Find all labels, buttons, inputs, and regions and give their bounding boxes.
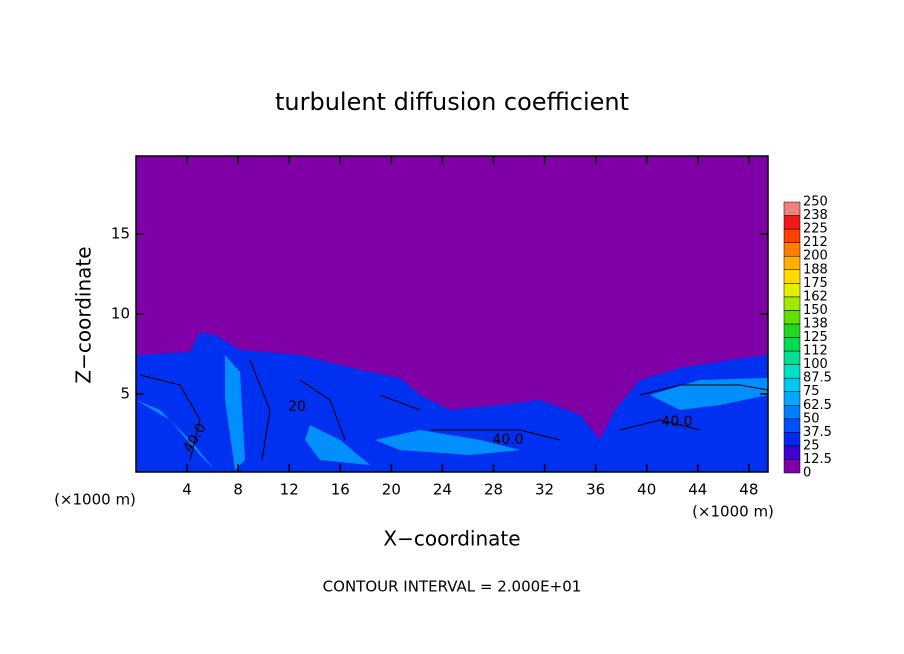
colorbar-box <box>783 459 801 474</box>
colorbar-label: 25 <box>803 438 820 453</box>
colorbar-label: 62.5 <box>803 398 832 413</box>
colorbar-label: 175 <box>803 276 828 291</box>
x-tick-label: 28 <box>484 481 503 499</box>
colorbar-box <box>783 405 801 420</box>
colorbar-box <box>783 296 801 311</box>
colorbar-box <box>783 255 801 271</box>
colorbar-label: 87.5 <box>803 371 832 386</box>
colorbar-box <box>783 364 801 379</box>
colorbar-label: 0 <box>803 466 811 481</box>
x-tick-label: 32 <box>535 481 554 499</box>
colorbar-label: 100 <box>803 357 828 372</box>
colorbar-label: 250 <box>803 195 828 210</box>
chart-title: turbulent diffusion coefficient <box>275 88 629 116</box>
x-axis-label: X−coordinate <box>383 527 520 551</box>
colorbar-box <box>783 391 801 406</box>
x-tick-label: 16 <box>331 481 350 499</box>
colorbar-label: 138 <box>803 316 828 331</box>
colorbar-box <box>783 283 801 298</box>
x-tick-label: 12 <box>280 481 299 499</box>
colorbar-label: 150 <box>803 303 828 318</box>
colorbar-label: 37.5 <box>803 425 832 440</box>
colorbar-box <box>783 269 801 284</box>
colorbar-box <box>783 337 801 352</box>
colorbar-label: 75 <box>803 384 820 399</box>
x-tick-label: 8 <box>233 481 243 499</box>
y-tick-label: 10 <box>111 305 130 323</box>
y-tick-label: 5 <box>120 385 130 403</box>
field-streak <box>136 355 768 470</box>
contour-label: 20 <box>288 399 306 415</box>
contour-line <box>139 359 769 461</box>
contour-label: 40.0 <box>661 414 692 430</box>
colorbar-box <box>783 418 801 433</box>
colorbar-box <box>783 215 801 230</box>
colorbar-label: 125 <box>803 330 828 345</box>
colorbar-label: 12.5 <box>803 452 832 467</box>
colorbar-box <box>783 201 801 216</box>
x-tick-label: 40 <box>637 481 656 499</box>
x-tick-label: 24 <box>433 481 452 499</box>
colorbar-box <box>783 323 801 338</box>
y-axis-label: Z−coordinate <box>72 246 96 383</box>
y-tick-label: 15 <box>111 225 130 243</box>
colorbar-box <box>783 310 801 325</box>
x-tick-label: 36 <box>586 481 605 499</box>
colorbar-label: 50 <box>803 411 820 426</box>
footer: CONTOUR INTERVAL = 2.000E+01 <box>323 578 582 596</box>
colorbar-label: 225 <box>803 222 828 237</box>
colorbar-box <box>783 432 801 447</box>
colorbar-label: 162 <box>803 289 828 304</box>
x-unit: (×1000 m) <box>54 491 136 509</box>
colorbar-box <box>783 377 801 392</box>
colorbar-label: 188 <box>803 262 828 277</box>
colorbar-label: 200 <box>803 249 828 264</box>
colorbar-box <box>783 228 801 243</box>
colorbar-box <box>783 445 801 460</box>
x-tick-label: 48 <box>739 481 758 499</box>
colorbar-label: 112 <box>803 344 828 359</box>
x-unit: (×1000 m) <box>692 503 774 521</box>
x-tick-label: 4 <box>182 481 192 499</box>
colorbar-label: 238 <box>803 208 828 223</box>
colorbar-label: 212 <box>803 235 828 250</box>
contour-label: 40.0 <box>492 432 523 448</box>
field-region <box>136 332 768 472</box>
x-tick-label: 44 <box>688 481 707 499</box>
colorbar-box <box>783 350 801 365</box>
field <box>136 156 769 472</box>
colorbar-box <box>783 242 801 257</box>
x-tick-label: 20 <box>382 481 401 499</box>
